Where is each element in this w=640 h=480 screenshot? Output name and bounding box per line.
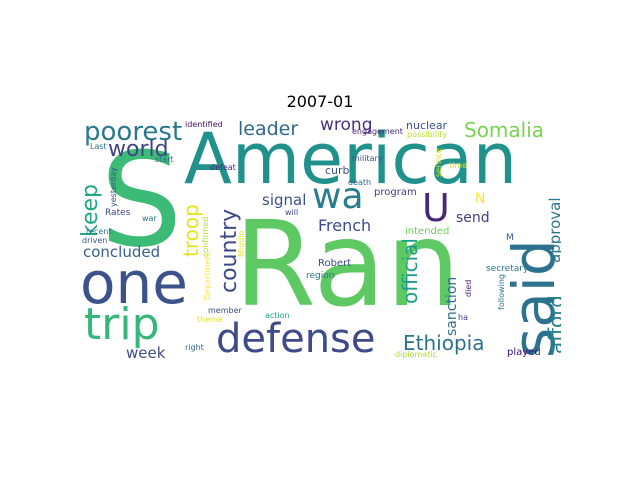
word-robert: Robert xyxy=(318,258,352,269)
word-right: right xyxy=(185,343,204,352)
word-send: send xyxy=(456,210,490,226)
word-identified: identified xyxy=(185,120,223,129)
word-approval: approval xyxy=(546,197,561,264)
word-start: start xyxy=(155,155,174,164)
word-possibility: possibility xyxy=(407,130,448,139)
word-yesterday: yesterday xyxy=(109,167,118,207)
word-signal: signal xyxy=(262,191,307,209)
word-driven: driven xyxy=(82,236,108,245)
word-engagement: engagement xyxy=(352,127,403,136)
word-program: program xyxy=(374,187,417,198)
word-curb: curb xyxy=(325,164,350,177)
word-somalia: Somalia xyxy=(464,118,545,142)
word-wa: wa xyxy=(312,176,364,217)
word-u: U xyxy=(422,186,450,230)
word-member: member xyxy=(208,306,242,315)
word-secretary: secretary xyxy=(486,264,529,274)
word-diplomatic: diplomatic xyxy=(395,350,437,359)
word-department: Department xyxy=(203,251,212,300)
word-cloud: Ran American S said one trip defense wa … xyxy=(80,117,561,358)
word-will: will xyxy=(285,208,299,217)
word-death: death xyxy=(348,178,372,187)
word-s: S xyxy=(100,124,183,276)
word-concluded: concluded xyxy=(83,243,161,261)
word-time: time xyxy=(449,161,468,170)
word-world: world xyxy=(108,137,169,162)
word-ha: ha xyxy=(458,313,468,322)
word-defense: defense xyxy=(216,316,376,358)
word-sanction: sanction xyxy=(444,276,460,336)
word-last: Last xyxy=(90,142,107,151)
word-trip: trip xyxy=(84,299,160,350)
word-died: died xyxy=(464,279,473,297)
word-m: M xyxy=(506,233,514,243)
word-ethiopia: Ethiopia xyxy=(403,331,485,355)
word-defeat: defeat xyxy=(210,163,236,172)
word-rates: Rates xyxy=(105,208,131,218)
word-played: played xyxy=(507,347,541,358)
word-region: region xyxy=(306,271,335,281)
word-american: American xyxy=(184,118,518,200)
chart-title: 2007-01 xyxy=(286,92,354,111)
word-war: war xyxy=(142,214,157,223)
word-french: French xyxy=(318,216,372,235)
word-leader: leader xyxy=(238,118,299,140)
word-military: military xyxy=(352,154,383,163)
word-following: following xyxy=(497,274,506,310)
word-troop: troop xyxy=(179,204,203,257)
word-service: service xyxy=(434,148,443,177)
word-one: one xyxy=(80,249,188,317)
word-week: week xyxy=(126,344,166,359)
word-recent: recent xyxy=(86,227,112,236)
word-n: N xyxy=(475,191,486,207)
word-intended: intended xyxy=(405,226,450,237)
word-ran: Ran xyxy=(234,195,461,333)
word-middle: Middle xyxy=(237,230,246,257)
word-wrong: wrong xyxy=(320,117,373,135)
word-theme: theme xyxy=(197,315,223,324)
word-afford: afford xyxy=(544,295,561,354)
word-action: action xyxy=(265,311,290,320)
word-official: official xyxy=(398,238,422,304)
word-poorest: poorest xyxy=(84,117,183,147)
word-nuclear: nuclear xyxy=(406,119,448,132)
